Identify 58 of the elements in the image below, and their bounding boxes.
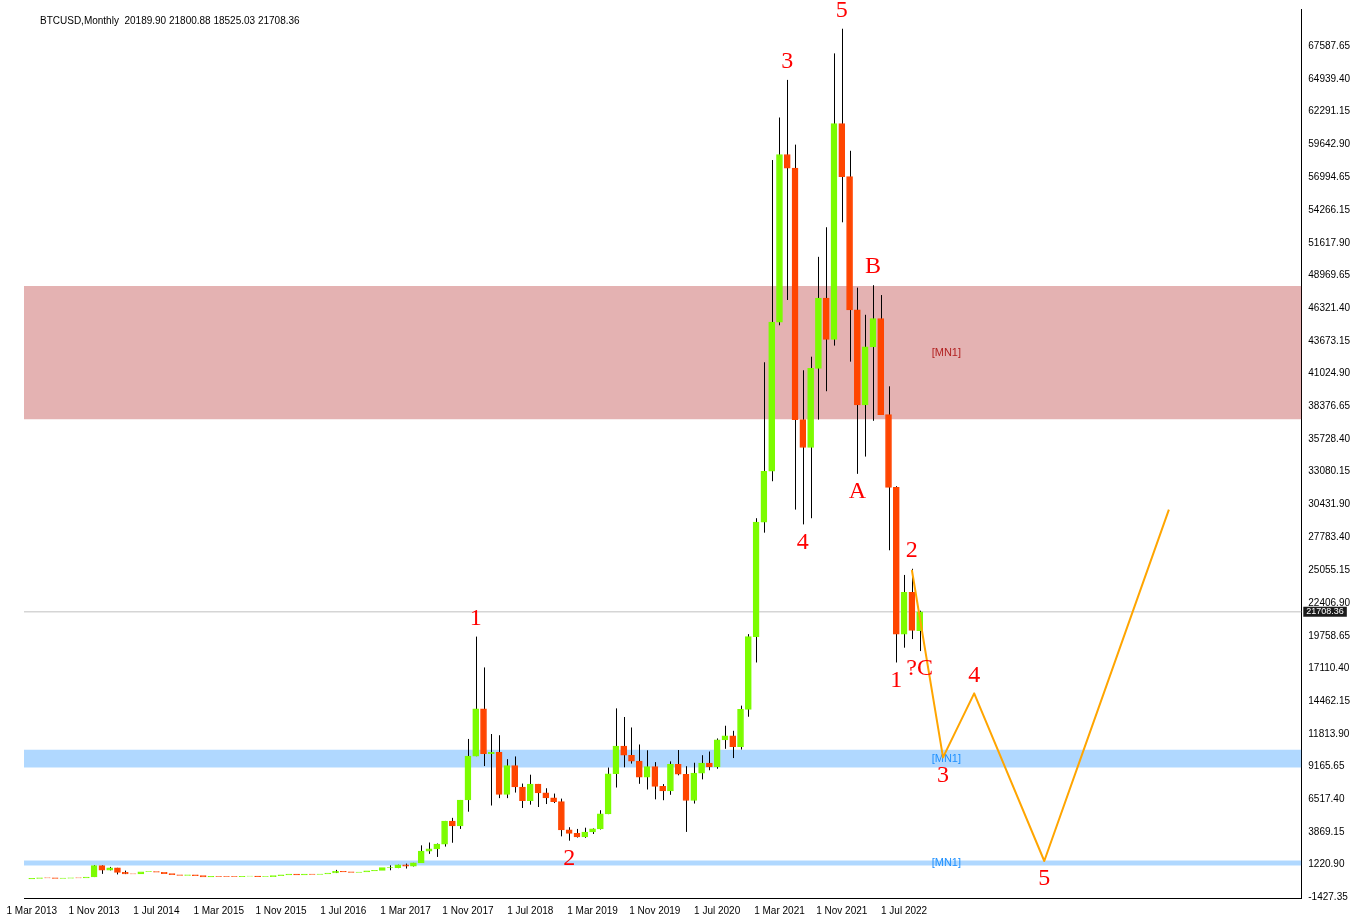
band-label: [MN1]: [931, 856, 962, 869]
y-tick-label: 51617.90: [1308, 236, 1351, 248]
y-tick-label: 62291.15: [1308, 105, 1351, 117]
y-tick-label: 1220.90: [1308, 858, 1345, 870]
y-tick-label: 33080.15: [1308, 465, 1351, 477]
x-tick-label: 1 Mar 2021: [754, 904, 806, 916]
x-tick-label: 1 Mar 2017: [380, 904, 432, 916]
annotation: 4: [796, 527, 809, 554]
y-tick-label: 56994.65: [1308, 170, 1351, 182]
y-tick-label: 67587.65: [1308, 39, 1351, 51]
annotation: 1: [890, 665, 903, 692]
x-tick-label: 1 Nov 2021: [816, 904, 868, 916]
y-tick-label: 9165.65: [1308, 760, 1345, 772]
annotation: 4: [968, 660, 981, 687]
annotation: 1: [469, 603, 482, 630]
y-tick-label: 64939.40: [1308, 72, 1351, 84]
annotation: 3: [781, 47, 794, 74]
y-tick-label: 25055.15: [1308, 564, 1351, 576]
band-label: [MN1]: [931, 751, 962, 764]
y-tick-label: 43673.15: [1308, 334, 1351, 346]
x-tick-label: 1 Nov 2019: [629, 904, 681, 916]
y-tick-label: 27783.40: [1308, 530, 1351, 542]
x-tick-label: 1 Mar 2013: [6, 904, 58, 916]
y-tick-label: 48969.65: [1308, 269, 1351, 281]
y-tick-label: -1427.35: [1308, 890, 1349, 902]
y-tick-label: 19758.65: [1308, 629, 1351, 641]
y-tick-label: 41024.90: [1308, 367, 1351, 379]
y-tick-label: 11813.90: [1308, 727, 1350, 739]
annotation: 5: [1038, 864, 1051, 891]
y-tick-label: 38376.65: [1308, 400, 1351, 412]
y-tick-label: 46321.40: [1308, 302, 1351, 314]
y-tick-label: 54266.15: [1308, 204, 1351, 216]
band-label: [MN1]: [931, 345, 962, 358]
y-tick-label: 6517.40: [1308, 792, 1345, 804]
x-tick-label: 1 Jul 2022: [881, 904, 928, 916]
annotation: 5: [835, 0, 848, 23]
x-tick-label: 1 Jul 2018: [507, 904, 554, 916]
y-tick-label: 35728.40: [1308, 432, 1351, 444]
y-tick-label: 3869.15: [1308, 825, 1345, 837]
x-tick-label: 1 Mar 2015: [193, 904, 245, 916]
y-tick-label: 17110.40: [1308, 662, 1350, 674]
x-tick-label: 1 Jul 2016: [320, 904, 367, 916]
x-tick-label: 1 Jul 2020: [694, 904, 741, 916]
y-tick-label: 14462.15: [1308, 694, 1351, 706]
x-tick-label: 1 Jul 2014: [133, 904, 180, 916]
y-tick-label: 59642.90: [1308, 137, 1351, 149]
annotation: B: [864, 252, 881, 279]
y-tick-label: 22406.90: [1308, 596, 1351, 608]
y-tick-label: 30431.90: [1308, 498, 1351, 510]
x-tick-label: 1 Nov 2013: [68, 904, 121, 916]
x-tick-label: 1 Nov 2015: [255, 904, 308, 916]
annotation: 2: [563, 843, 576, 870]
x-tick-label: 1 Nov 2017: [442, 904, 494, 916]
annotation: 2: [905, 536, 918, 563]
text: BTCUSD,Monthly 20189.90 21800.88 18525.03 21708.36: [40, 14, 301, 26]
x-tick-label: 1 Mar 2019: [567, 904, 619, 916]
annotation: A: [848, 477, 867, 504]
ref-line-label: 21708.36: [1306, 606, 1344, 617]
